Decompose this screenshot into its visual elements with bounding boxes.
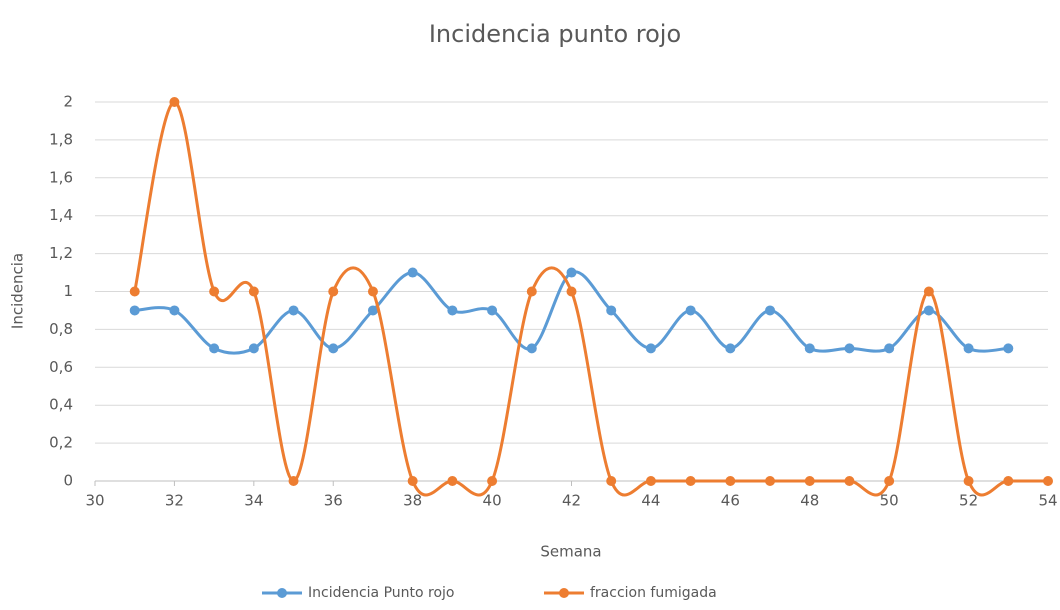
y-tick-label: 2 [63,93,73,111]
y-tick-label: 1 [63,282,73,300]
point [367,286,378,297]
y-tick-label: 1,4 [49,206,73,224]
point [328,286,339,297]
point [447,476,458,486]
x-tick-label: 32 [165,492,184,510]
x-axis-label: Semana [540,543,601,561]
y-tick-label: 0,2 [49,434,73,452]
point [526,343,537,354]
point [765,305,776,316]
y-tick-label: 0,8 [49,320,73,338]
y-tick-label: 1,2 [49,244,73,262]
legend-label: Incidencia Punto rojo [308,585,455,601]
point [169,97,180,107]
x-tick-label: 52 [959,492,978,510]
point [1003,476,1014,486]
point [407,476,418,486]
point [804,343,815,354]
point [884,343,895,354]
y-tick-label: 0 [63,472,73,490]
y-tick-label: 1,8 [49,130,73,148]
point [526,286,537,297]
x-tick-label: 30 [85,492,104,510]
point [566,267,577,278]
point [487,305,498,316]
legend-marker [277,588,287,598]
point [288,305,299,316]
point [725,343,736,354]
point [923,305,934,316]
point [248,343,259,354]
chart-title: Incidencia punto rojo [429,20,681,48]
x-tick-label: 40 [483,492,502,510]
x-tick-label: 44 [641,492,660,510]
point [685,476,696,486]
point [447,305,458,316]
y-axis-label: Incidencia [9,253,27,329]
point [963,343,974,354]
y-tick-label: 0,4 [49,396,73,414]
point [288,476,299,486]
x-tick-label: 38 [403,492,422,510]
y-tick-label: 1,6 [49,168,73,186]
x-tick-label: 48 [800,492,819,510]
point [884,476,895,486]
point [209,343,220,354]
point [685,305,696,316]
x-tick-label: 42 [562,492,581,510]
legend-label: fraccion fumigada [590,585,717,601]
point [606,305,617,316]
point [645,476,656,486]
point [1043,476,1053,486]
point [844,343,855,354]
point [765,476,776,486]
point [487,476,498,486]
point [963,476,974,486]
point [169,305,180,316]
legend-marker [559,588,569,598]
point [923,286,934,297]
point [248,286,259,297]
x-tick-label: 54 [1038,492,1057,510]
point [129,286,140,297]
x-tick-label: 34 [244,492,263,510]
point [645,343,656,354]
point [1003,343,1014,354]
point [129,305,140,316]
point [209,286,220,297]
y-tick-label: 0,6 [49,358,73,376]
point [606,476,617,486]
point [407,267,418,278]
point [566,286,577,297]
point [367,305,378,316]
x-tick-label: 50 [880,492,899,510]
point [804,476,815,486]
point [725,476,736,486]
point [328,343,339,354]
series-line [133,100,1048,497]
x-tick-label: 36 [324,492,343,510]
point [844,476,855,486]
x-tick-label: 46 [721,492,740,510]
